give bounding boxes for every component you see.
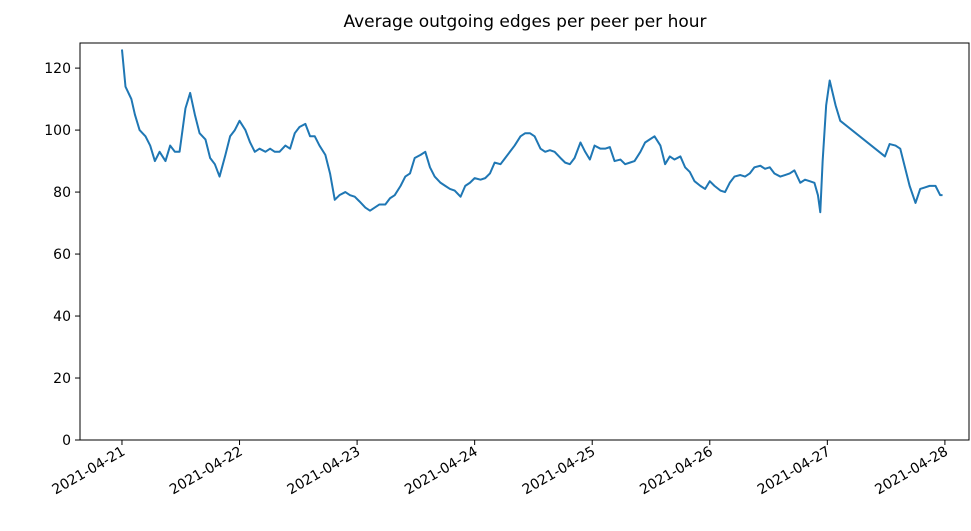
y-tick-label: 40	[53, 309, 71, 325]
y-tick-label: 80	[53, 185, 71, 201]
x-tick-label: 2021-04-25	[520, 444, 598, 499]
x-tick-label: 2021-04-27	[755, 444, 833, 499]
x-tick-label: 2021-04-24	[402, 444, 481, 499]
y-tick-label: 100	[44, 123, 71, 139]
plot-frame	[79, 42, 970, 441]
x-tick-label: 2021-04-21	[49, 444, 127, 499]
x-tick-label: 2021-04-23	[285, 444, 363, 499]
y-tick-label: 20	[53, 371, 71, 387]
y-tick-label: 0	[62, 433, 71, 449]
y-tick-label: 60	[53, 247, 71, 263]
x-tick-label: 2021-04-28	[872, 444, 950, 499]
chart-title: Average outgoing edges per peer per hour	[343, 12, 706, 32]
y-tick-label: 120	[44, 61, 71, 77]
x-tick-label: 2021-04-22	[167, 444, 245, 499]
x-tick-label: 2021-04-26	[637, 444, 716, 499]
data-line	[120, 49, 943, 214]
